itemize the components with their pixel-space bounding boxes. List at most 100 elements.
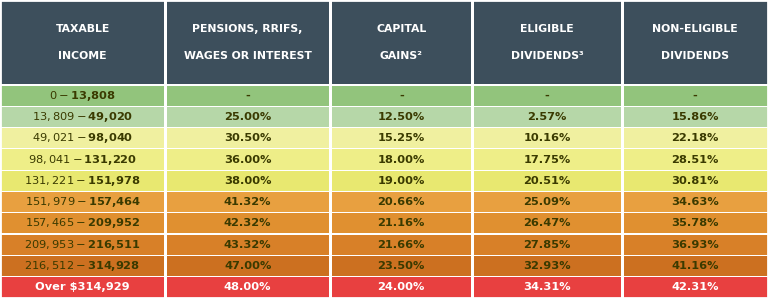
Bar [622, 191, 768, 213]
Text: 35.78%: 35.78% [671, 218, 719, 229]
Text: $157,465 - $209,952: $157,465 - $209,952 [25, 216, 140, 230]
Text: $216,512 - $314,928: $216,512 - $314,928 [25, 259, 141, 273]
Bar [472, 255, 622, 277]
Text: $98,041 - $131,220: $98,041 - $131,220 [28, 153, 137, 167]
Text: 43.32%: 43.32% [223, 240, 272, 250]
Bar [622, 234, 768, 255]
Bar [0, 191, 768, 192]
Bar [0, 234, 768, 235]
Bar [329, 0, 332, 298]
Text: DIVIDENDS³: DIVIDENDS³ [511, 51, 584, 61]
Bar [165, 277, 330, 298]
Text: INCOME: INCOME [58, 51, 107, 61]
Bar [472, 277, 622, 298]
Bar [622, 0, 768, 85]
Bar [330, 277, 472, 298]
Text: TAXABLE: TAXABLE [55, 24, 110, 34]
Text: 34.63%: 34.63% [671, 197, 719, 207]
Text: 42.32%: 42.32% [224, 218, 271, 229]
Text: CAPITAL: CAPITAL [376, 24, 426, 34]
Bar [0, 106, 165, 128]
Text: $49,021 - $98,040: $49,021 - $98,040 [32, 131, 133, 145]
Bar [165, 128, 330, 149]
Text: 23.50%: 23.50% [378, 261, 425, 271]
Bar [165, 234, 330, 255]
Text: 42.31%: 42.31% [671, 282, 719, 292]
Text: NON-ELIGIBLE: NON-ELIGIBLE [652, 24, 738, 34]
Bar [0, 212, 768, 213]
Text: 25.09%: 25.09% [524, 197, 571, 207]
Bar [622, 277, 768, 298]
Text: 2.57%: 2.57% [528, 112, 567, 122]
Text: DIVIDENDS: DIVIDENDS [661, 51, 729, 61]
Text: 18.00%: 18.00% [378, 154, 425, 164]
Text: 27.85%: 27.85% [524, 240, 571, 250]
Text: 22.18%: 22.18% [671, 133, 719, 143]
Text: 30.50%: 30.50% [224, 133, 271, 143]
Bar [330, 0, 472, 85]
Bar [330, 234, 472, 255]
Bar [165, 0, 330, 85]
Text: 17.75%: 17.75% [524, 154, 571, 164]
Bar [330, 255, 472, 277]
Bar [165, 170, 330, 191]
Bar [622, 85, 768, 106]
Text: ELIGIBLE: ELIGIBLE [521, 24, 574, 34]
Text: 21.16%: 21.16% [378, 218, 425, 229]
Bar [165, 149, 330, 170]
Text: 41.32%: 41.32% [224, 197, 271, 207]
Bar [330, 85, 472, 106]
Bar [472, 85, 622, 106]
Text: 28.51%: 28.51% [671, 154, 719, 164]
Text: 34.31%: 34.31% [523, 282, 571, 292]
Bar [0, 277, 165, 298]
Text: 47.00%: 47.00% [224, 261, 271, 271]
Bar [330, 213, 472, 234]
Bar [472, 149, 622, 170]
Text: -: - [245, 91, 250, 101]
Bar [0, 85, 165, 106]
Text: 21.66%: 21.66% [378, 240, 425, 250]
Bar [165, 191, 330, 213]
Bar [0, 276, 768, 277]
Bar [0, 84, 768, 86]
Text: 15.25%: 15.25% [378, 133, 425, 143]
Bar [622, 255, 768, 277]
Bar [0, 255, 165, 277]
Bar [165, 106, 330, 128]
Bar [165, 213, 330, 234]
Text: $151,979 - $157,464: $151,979 - $157,464 [25, 195, 141, 209]
Text: 30.81%: 30.81% [671, 176, 719, 186]
Text: 25.00%: 25.00% [224, 112, 271, 122]
Bar [0, 234, 165, 255]
Bar [165, 85, 330, 106]
Bar [0, 255, 768, 256]
Bar [0, 127, 768, 128]
Bar [330, 191, 472, 213]
Text: $209,953 - $216,511: $209,953 - $216,511 [25, 238, 141, 252]
Bar [472, 191, 622, 213]
Bar [0, 0, 165, 85]
Bar [472, 170, 622, 191]
Bar [621, 0, 624, 298]
Text: 20.66%: 20.66% [378, 197, 425, 207]
Text: $131,221 - $151,978: $131,221 - $151,978 [25, 174, 141, 188]
Bar [622, 149, 768, 170]
Bar [472, 213, 622, 234]
Bar [472, 0, 622, 85]
Text: 24.00%: 24.00% [378, 282, 425, 292]
Bar [471, 0, 474, 298]
Bar [330, 170, 472, 191]
Text: $13,809 - $49,020: $13,809 - $49,020 [32, 110, 133, 124]
Text: 20.51%: 20.51% [524, 176, 571, 186]
Text: 19.00%: 19.00% [378, 176, 425, 186]
Text: 38.00%: 38.00% [224, 176, 271, 186]
Bar [622, 170, 768, 191]
Text: 26.47%: 26.47% [524, 218, 571, 229]
Text: -: - [545, 91, 550, 101]
Text: PENSIONS, RRIFS,: PENSIONS, RRIFS, [193, 24, 303, 34]
Bar [0, 191, 165, 213]
Bar [0, 148, 768, 149]
Bar [0, 128, 165, 149]
Bar [165, 255, 330, 277]
